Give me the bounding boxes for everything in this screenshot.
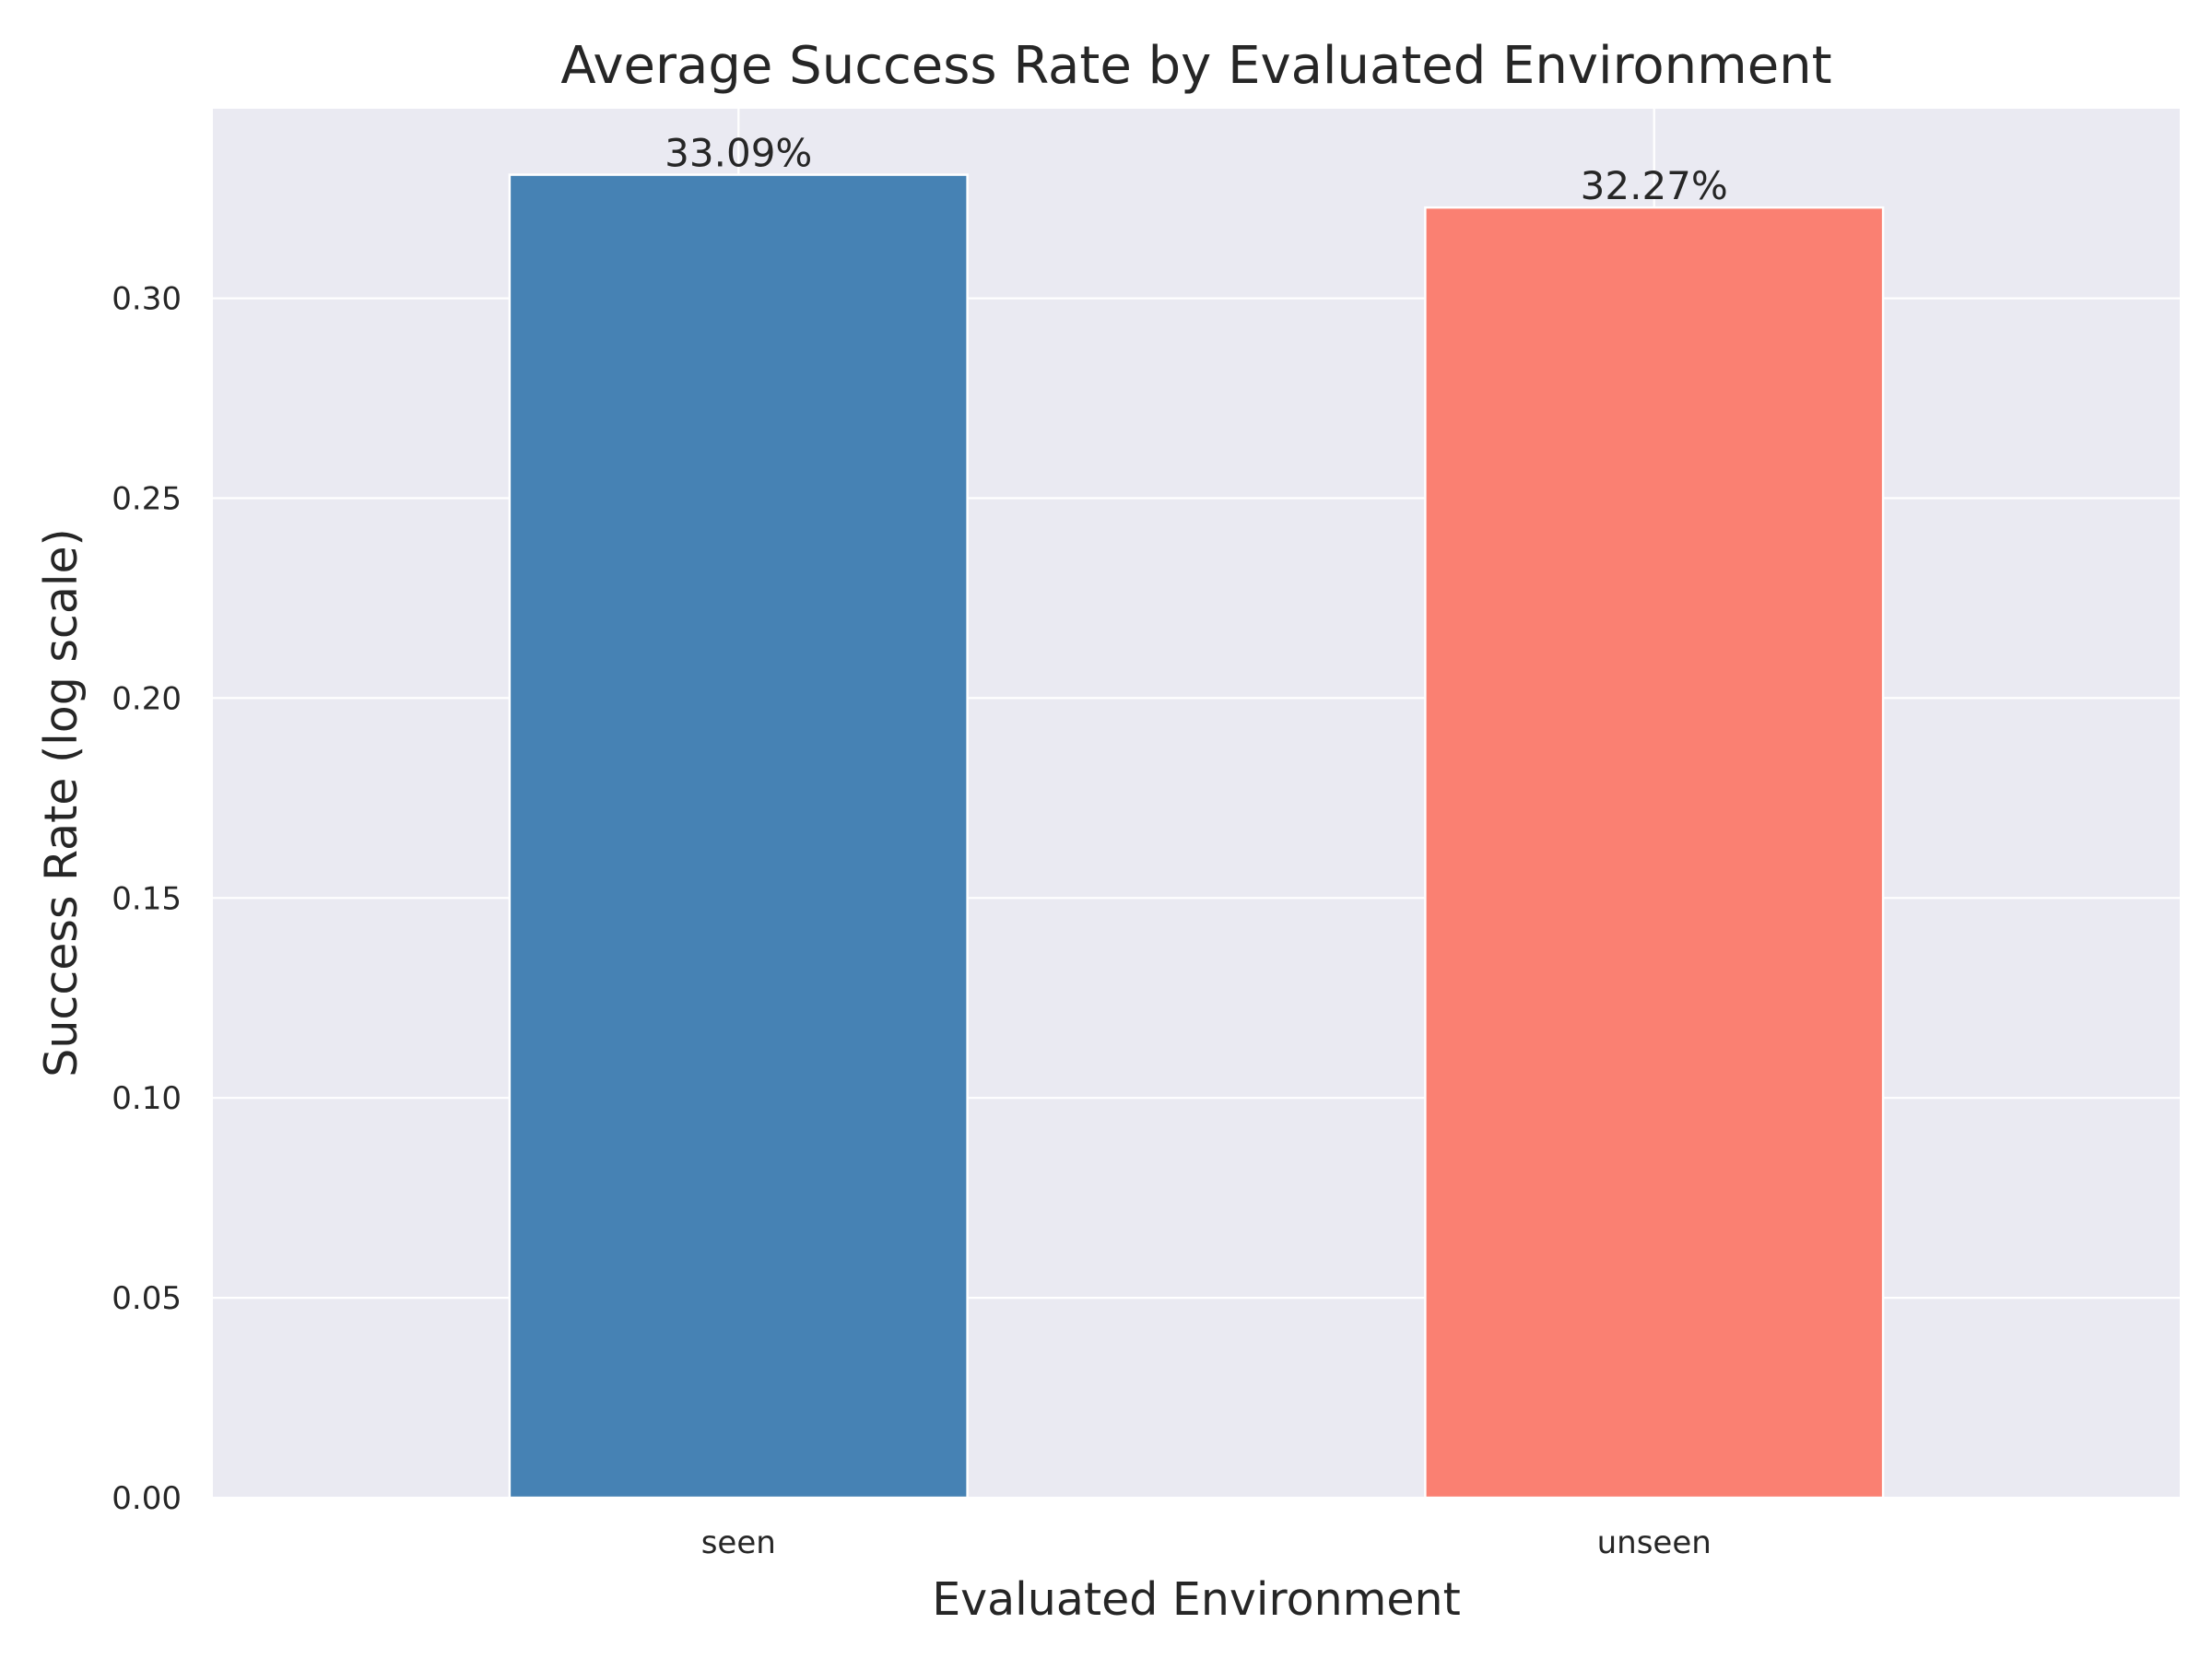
x-axis-ticks: seen unseen: [701, 1524, 1712, 1561]
y-axis-ticks: 0.00 0.05 0.10 0.15 0.20 0.25 0.30: [112, 281, 182, 1517]
x-tick-label: unseen: [1597, 1524, 1712, 1561]
y-tick-label: 0.10: [112, 1080, 182, 1117]
bar-unseen: [1424, 206, 1885, 1500]
bars: [508, 173, 1885, 1500]
bar-value-labels: 33.09% 32.27%: [665, 131, 1728, 209]
y-tick-label: 0.00: [112, 1480, 182, 1517]
y-tick-label: 0.30: [112, 281, 182, 318]
y-tick-label: 0.25: [112, 481, 182, 518]
y-axis-label: Success Rate (log scale): [35, 528, 88, 1077]
x-tick-label: seen: [701, 1524, 776, 1561]
bar-value-label: 32.27%: [1581, 163, 1728, 208]
x-axis-label: Evaluated Environment: [932, 1573, 1461, 1626]
bar-value-label: 33.09%: [665, 131, 812, 176]
bar-seen: [508, 173, 969, 1500]
y-tick-label: 0.20: [112, 680, 182, 717]
plot-area: [213, 109, 2180, 1498]
y-tick-label: 0.15: [112, 880, 182, 917]
chart-title: Average Success Rate by Evaluated Enviro…: [560, 36, 1831, 96]
y-tick-label: 0.05: [112, 1280, 182, 1317]
